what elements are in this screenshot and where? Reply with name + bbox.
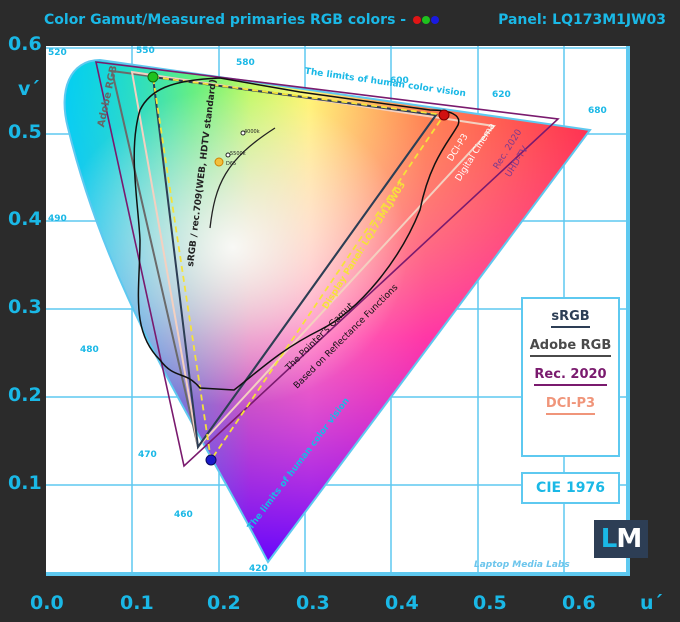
y-axis-label: v´ (18, 78, 40, 100)
legend-adobe-rgb: Adobe RGB (529, 338, 612, 357)
legend-dci-p3: DCI-P3 (545, 396, 596, 415)
wp-4000k-marker (240, 130, 246, 136)
lm-logo: LM (594, 520, 648, 558)
wp-d65-marker (214, 157, 224, 167)
wl-600: 600 (390, 76, 409, 86)
panel-label: Panel: LQ173M1JW03 (498, 12, 666, 28)
x-tick-0.5: 0.5 (473, 592, 507, 614)
cie-diagram (46, 46, 630, 576)
wp-5500k-marker (225, 152, 231, 158)
blue-primary-marker (205, 454, 217, 466)
wl-680: 680 (588, 106, 607, 116)
y-tick-0.5: 0.5 (8, 121, 42, 143)
y-tick-0.3: 0.3 (8, 296, 42, 318)
wp-d65-label: D65 (226, 161, 237, 167)
wl-480: 480 (80, 345, 99, 355)
y-tick-0.1: 0.1 (8, 472, 42, 494)
plot-area: The limits of human color vision The lim… (46, 46, 630, 576)
blue-dot-icon (430, 16, 439, 24)
x-axis-label: u´ (640, 592, 664, 614)
wp-4000k-label: 4000k (244, 129, 260, 135)
chart-title-text: Color Gamut/Measured primaries RGB color… (44, 12, 407, 28)
x-tick-0.2: 0.2 (207, 592, 241, 614)
y-tick-0.4: 0.4 (8, 208, 42, 230)
wl-620: 620 (492, 90, 511, 100)
credit-label: Laptop Media Labs (474, 560, 570, 570)
green-dot-icon (421, 16, 430, 24)
x-tick-0.0: 0.0 (30, 592, 64, 614)
x-tick-0.1: 0.1 (120, 592, 154, 614)
legend: sRGB Adobe RGB Rec. 2020 DCI-P3 (521, 297, 620, 457)
planckian-locus (209, 127, 276, 229)
x-tick-0.3: 0.3 (296, 592, 330, 614)
wl-580: 580 (236, 58, 255, 68)
red-primary-marker (438, 109, 450, 121)
rgb-dots-icon (412, 12, 440, 28)
wl-460: 460 (174, 510, 193, 520)
pointers-gamut (133, 77, 460, 391)
logo-m: M (616, 524, 642, 554)
legend-srgb: sRGB (551, 309, 590, 328)
y-tick-0.6: 0.6 (8, 33, 42, 55)
legend-rec2020: Rec. 2020 (534, 367, 607, 386)
panel-gamut-triangle (151, 75, 446, 463)
x-tick-0.4: 0.4 (385, 592, 419, 614)
y-tick-0.2: 0.2 (8, 384, 42, 406)
green-primary-marker (147, 71, 159, 83)
wl-470: 470 (138, 450, 157, 460)
wl-420: 420 (249, 564, 268, 574)
wp-5500k-label: 5500k (230, 151, 246, 157)
wl-550: 550 (136, 46, 155, 56)
cie-1976-label: CIE 1976 (521, 472, 620, 504)
wl-490: 490 (48, 214, 67, 224)
red-dot-icon (412, 16, 421, 24)
chart-title: Color Gamut/Measured primaries RGB color… (44, 12, 440, 28)
x-tick-0.6: 0.6 (562, 592, 596, 614)
wl-520: 520 (48, 48, 67, 58)
logo-l: L (600, 524, 618, 554)
